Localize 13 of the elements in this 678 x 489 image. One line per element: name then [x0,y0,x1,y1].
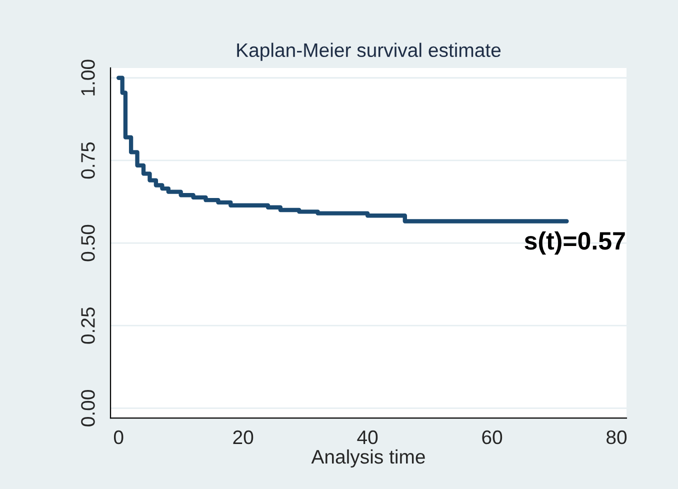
x-tick-label: 0 [114,430,124,444]
x-tick-label: 80 [606,430,627,444]
chart-title: Kaplan-Meier survival estimate [237,42,501,61]
y-tick-label: 0.50 [81,224,95,262]
x-tick-label: 20 [233,430,254,444]
x-tick-label: 40 [357,430,378,444]
y-tick-label: 1.00 [81,60,95,96]
x-tick-label: 60 [482,430,502,444]
y-tick-label: 0.00 [81,390,95,426]
y-tick-label: 0.75 [81,142,95,179]
y-tick-label: 0.25 [81,308,95,344]
x-axis-title: Analysis time [311,449,425,468]
annotation: s(t)=0.57 [524,231,625,255]
